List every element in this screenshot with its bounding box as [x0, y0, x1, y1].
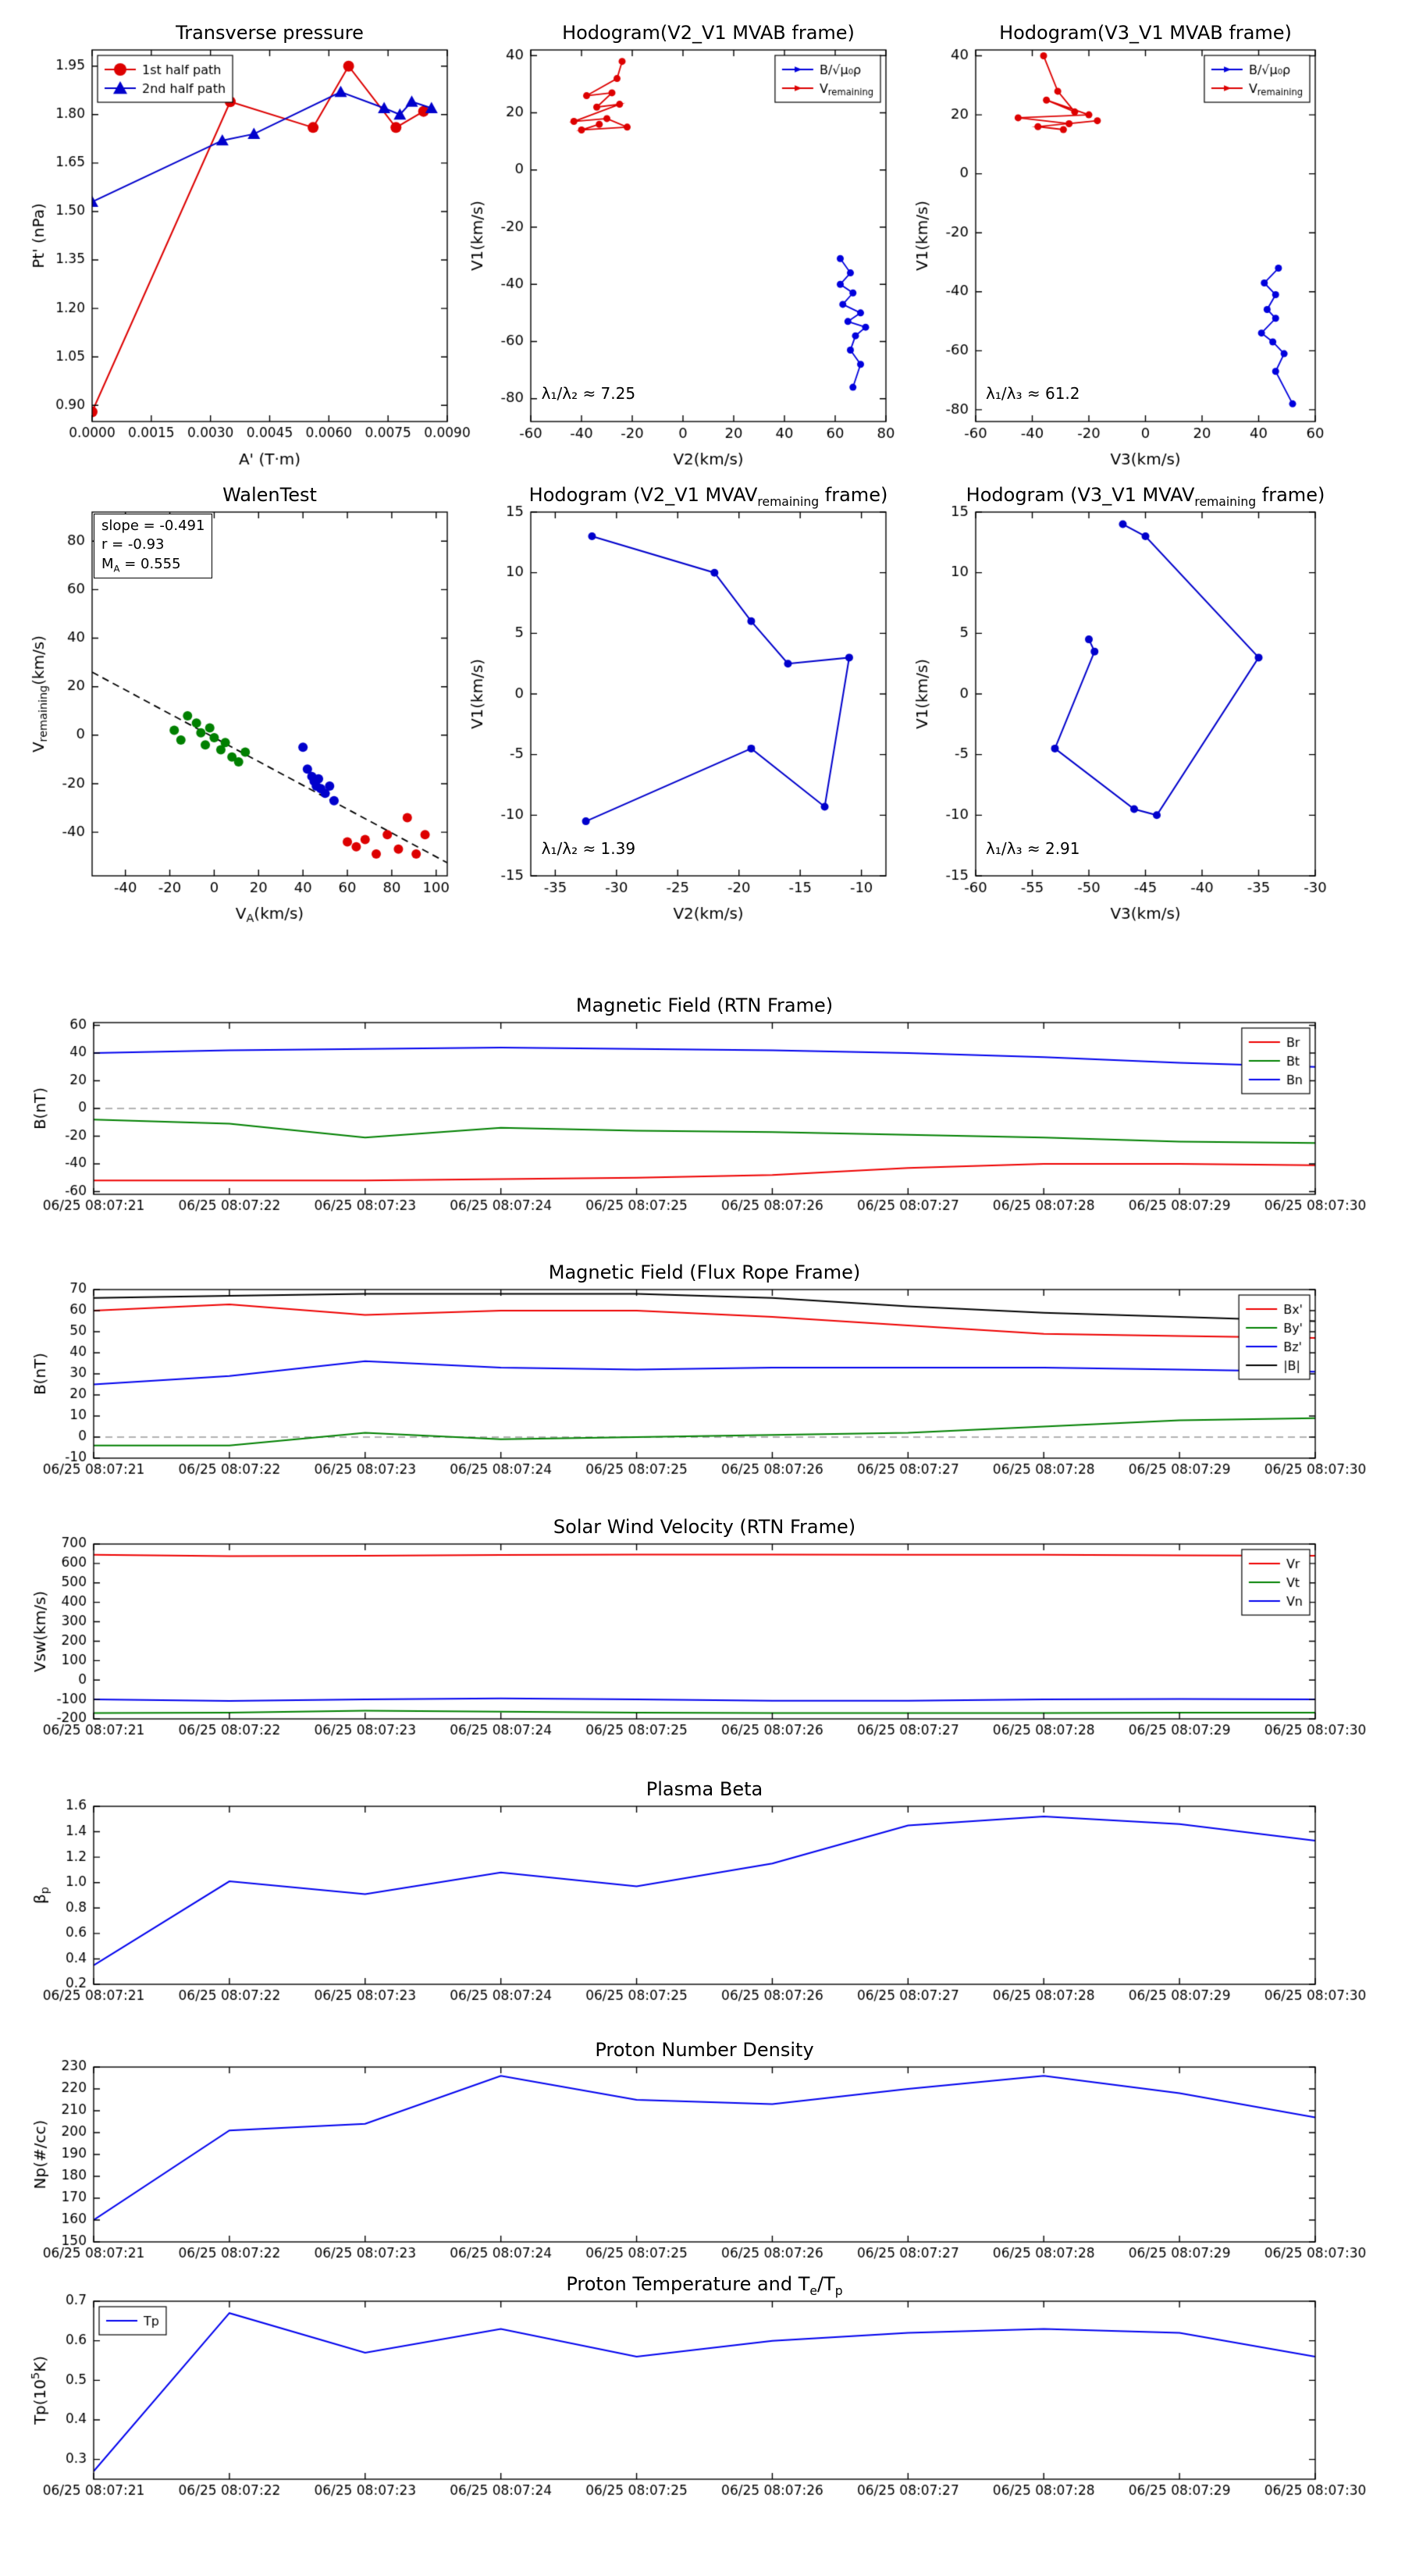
- title-magnetic-field-flux-rope: Magnetic Field (Flux Rope Frame): [548, 1261, 861, 1283]
- walen-r-value: r = -0.93: [101, 536, 165, 553]
- eigenvalue-ratio-v2v1-mvav: λ₁/λ₂ ≈ 1.39: [541, 839, 636, 859]
- title-solar-wind-velocity: Solar Wind Velocity (RTN Frame): [553, 1516, 856, 1538]
- walen-ma-value: MA = 0.555: [101, 555, 181, 575]
- eigenvalue-ratio-v3v1-mvab: λ₁/λ₃ ≈ 61.2: [986, 384, 1080, 404]
- eigenvalue-ratio-v3v1-mvav: λ₁/λ₃ ≈ 2.91: [986, 839, 1080, 859]
- title-hodogram-v2v1-mvav: Hodogram (V2_V1 MVAVremaining frame): [528, 484, 888, 509]
- title-hodogram-v3v1-mvav: Hodogram (V3_V1 MVAVremaining frame): [966, 484, 1325, 509]
- title-hodogram-v3v1-mvab: Hodogram(V3_V1 MVAB frame): [999, 22, 1292, 44]
- eigenvalue-ratio-v2v1-mvab: λ₁/λ₂ ≈ 7.25: [541, 384, 636, 404]
- title-plasma-beta: Plasma Beta: [646, 1778, 763, 1800]
- title-transverse-pressure: Transverse pressure: [176, 22, 364, 44]
- title-walen-test: WalenTest: [222, 484, 317, 506]
- walen-stats-box: slope = -0.491 r = -0.93 MA = 0.555: [94, 514, 213, 578]
- title-hodogram-v2v1-mvab: Hodogram(V2_V1 MVAB frame): [562, 22, 855, 44]
- title-proton-number-density: Proton Number Density: [595, 2039, 814, 2061]
- title-magnetic-field-rtn: Magnetic Field (RTN Frame): [575, 994, 834, 1016]
- walen-slope-value: slope = -0.491: [101, 518, 205, 534]
- title-proton-temperature: Proton Temperature and Te/Tp: [566, 2273, 843, 2298]
